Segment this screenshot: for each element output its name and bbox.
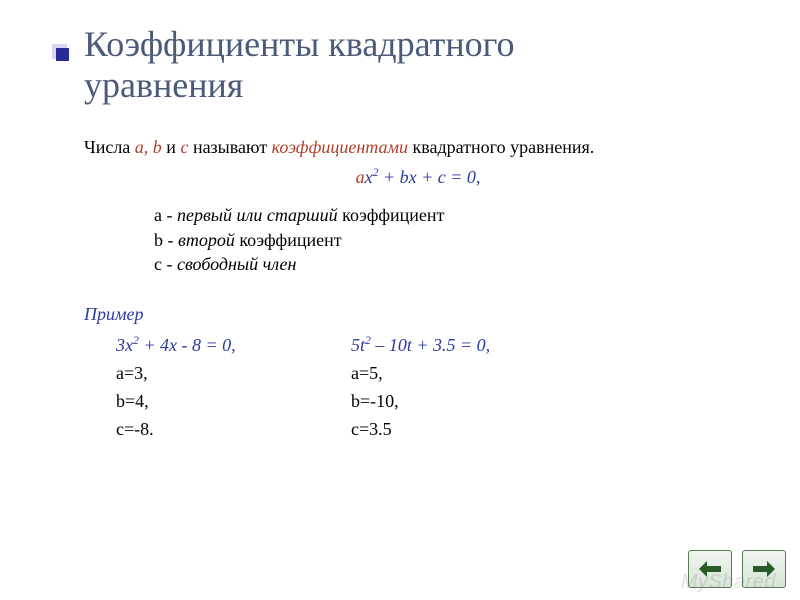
- intro-text-2: называют: [188, 137, 271, 157]
- intro-sentence: Числа a, b и с называют коэффициентами к…: [84, 135, 752, 159]
- example-2-equation: 5t2 – 10t + 3.5 = 0,: [351, 333, 554, 357]
- slide-content: Числа a, b и с называют коэффициентами к…: [84, 135, 752, 446]
- general-equation: ax2 + bx + c = 0,: [84, 165, 752, 189]
- ex2-b: b=-10,: [351, 389, 554, 413]
- prev-button[interactable]: [688, 550, 732, 588]
- ex1-b: b=4,: [116, 389, 319, 413]
- example-1: 3x2 + 4x - 8 = 0, a=3, b=4, c=-8.: [84, 333, 319, 446]
- def-b: b - второй коэффициент: [154, 228, 752, 252]
- examples-row: 3x2 + 4x - 8 = 0, a=3, b=4, c=-8. 5t2 – …: [84, 333, 752, 446]
- ex1-pre: 3x: [116, 335, 133, 355]
- intro-and: и: [162, 137, 181, 157]
- next-button[interactable]: [742, 550, 786, 588]
- def-a-rest: коэффициент: [338, 205, 445, 225]
- coeff-definitions: a - первый или старший коэффициент b - в…: [154, 203, 752, 276]
- def-a-sym: a -: [154, 205, 177, 225]
- title-bullet-icon: [52, 44, 67, 59]
- ex2-post: – 10t + 3.5 = 0,: [371, 335, 490, 355]
- intro-ab: a, b: [135, 137, 162, 157]
- example-1-equation: 3x2 + 4x - 8 = 0,: [116, 333, 319, 357]
- def-c: c - свободный член: [154, 252, 752, 276]
- ex2-a: a=5,: [351, 361, 554, 385]
- ex1-post: + 4x - 8 = 0,: [139, 335, 236, 355]
- ex1-c: c=-8.: [116, 417, 319, 441]
- def-c-sym: c -: [154, 254, 177, 274]
- ex2-c: c=3.5: [351, 417, 554, 441]
- def-b-em: второй: [178, 230, 235, 250]
- ex1-a: a=3,: [116, 361, 319, 385]
- intro-text-3: квадратного уравнения.: [408, 137, 594, 157]
- def-b-sym: b -: [154, 230, 178, 250]
- eq-x: x: [365, 167, 373, 187]
- eq-rest: + bx + c = 0,: [378, 167, 480, 187]
- slide-title: Коэффициенты квадратного уравнения: [84, 24, 752, 107]
- def-a: a - первый или старший коэффициент: [154, 203, 752, 227]
- intro-text: Числа: [84, 137, 135, 157]
- nav-buttons: [688, 550, 786, 588]
- eq-a: a: [356, 167, 365, 187]
- def-b-rest: коэффициент: [235, 230, 342, 250]
- def-c-em: свободный член: [177, 254, 296, 274]
- ex2-pre: 5t: [351, 335, 365, 355]
- example-heading: Пример: [84, 302, 752, 326]
- arrow-right-icon: [751, 559, 777, 579]
- example-2: 5t2 – 10t + 3.5 = 0, a=5, b=-10, c=3.5: [319, 333, 554, 446]
- title-line-2: уравнения: [84, 65, 243, 105]
- def-a-em: первый или старший: [177, 205, 338, 225]
- intro-coeff-word: коэффициентами: [272, 137, 408, 157]
- arrow-left-icon: [697, 559, 723, 579]
- title-line-1: Коэффициенты квадратного: [84, 24, 515, 64]
